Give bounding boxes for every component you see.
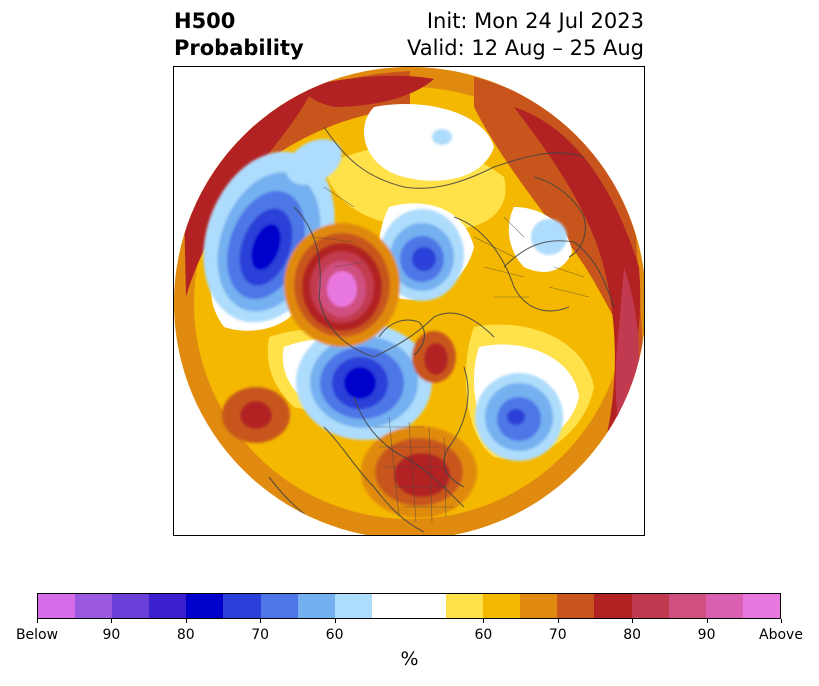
colorbar-tick-label: 90 xyxy=(697,627,716,643)
colorbar-tick-mark xyxy=(111,619,113,623)
colorbar-tick-label: 60 xyxy=(474,627,493,643)
colorbar-tick-label: Below xyxy=(15,627,59,643)
colorbar-segment xyxy=(260,594,298,618)
probability-map xyxy=(174,67,644,535)
colorbar-segment xyxy=(112,594,150,618)
map-panel xyxy=(173,66,645,536)
colorbar-segment xyxy=(334,594,372,618)
colorbar-segment xyxy=(594,594,632,618)
colorbar-label: % xyxy=(400,648,419,670)
title-type: Probability xyxy=(174,36,304,60)
colorbar-tick-label: 90 xyxy=(102,627,121,643)
colorbar-tick-label: 80 xyxy=(176,627,195,643)
valid-range: Valid: 12 Aug – 25 Aug xyxy=(406,36,644,60)
colorbar-tick-mark xyxy=(37,619,38,623)
colorbar-tick-mark xyxy=(632,619,634,623)
colorbar-segment xyxy=(186,594,224,618)
colorbar-segment xyxy=(631,594,669,618)
colorbar-tick-label: Above xyxy=(759,627,803,643)
colorbar-segment xyxy=(483,594,521,618)
colorbar-segment xyxy=(668,594,706,618)
colorbar-tick-mark xyxy=(185,619,187,623)
colorbar-segment xyxy=(223,594,261,618)
colorbar-tick-mark xyxy=(557,619,559,623)
colorbar-tick-mark xyxy=(781,619,782,623)
colorbar-segment xyxy=(297,594,335,618)
colorbar-tick-mark xyxy=(706,619,708,623)
colorbar-segment xyxy=(520,594,558,618)
colorbar xyxy=(37,593,781,619)
colorbar-tick-label: 70 xyxy=(251,627,270,643)
colorbar-tick-label: 70 xyxy=(548,627,567,643)
colorbar-tick-label: 60 xyxy=(325,627,344,643)
colorbar-segment xyxy=(38,594,76,618)
colorbar-segment xyxy=(446,594,484,618)
colorbar-tick-mark xyxy=(334,619,336,623)
colorbar-segment xyxy=(75,594,113,618)
colorbar-tick-mark xyxy=(483,619,485,623)
init-date: Init: Mon 24 Jul 2023 xyxy=(426,9,644,33)
colorbar-tick-label: 80 xyxy=(623,627,642,643)
title-left: H500 Probability xyxy=(174,8,304,62)
colorbar-segment xyxy=(742,594,780,618)
title-right: Init: Mon 24 Jul 2023 Valid: 12 Aug – 25… xyxy=(407,8,644,62)
colorbar-segment xyxy=(371,594,447,618)
title-variable: H500 xyxy=(174,9,236,33)
colorbar-segment xyxy=(705,594,743,618)
colorbar-segment xyxy=(149,594,187,618)
colorbar-tick-mark xyxy=(260,619,262,623)
colorbar-segment xyxy=(557,594,595,618)
